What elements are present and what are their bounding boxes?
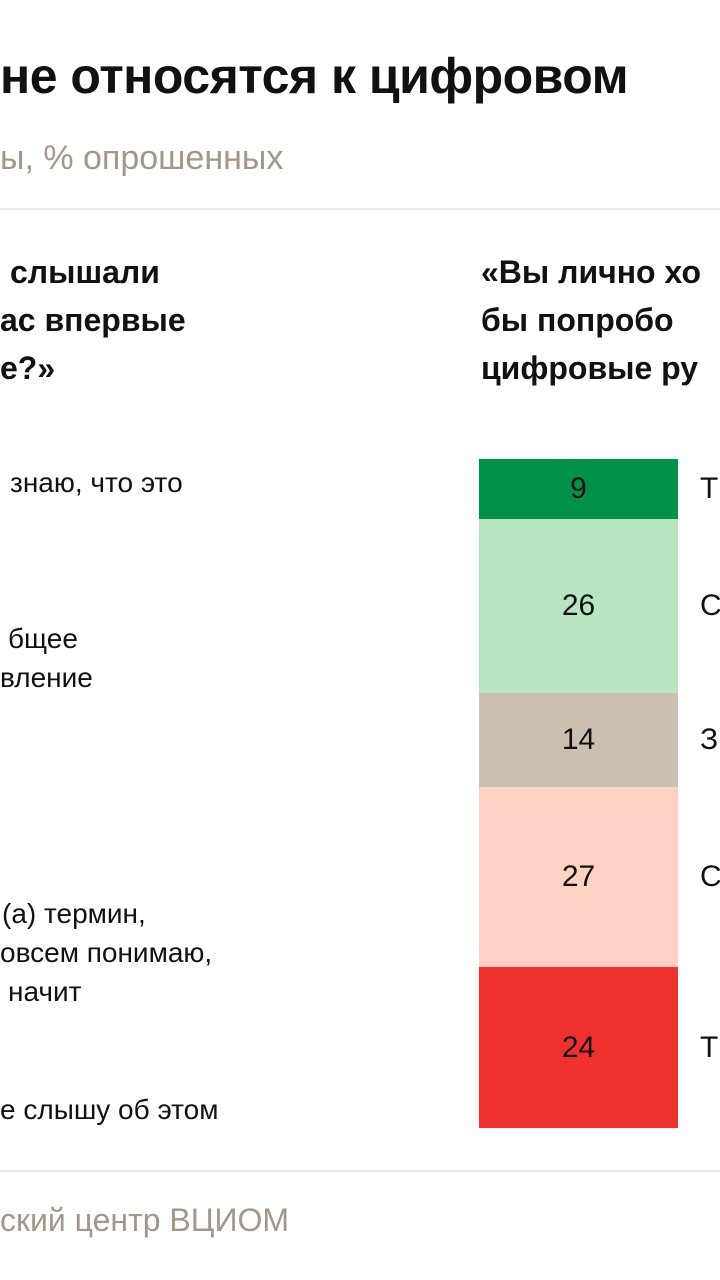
segment-value-label: 9	[570, 472, 587, 506]
right-question-line: бы попробо	[481, 302, 674, 338]
answer-line: (а) термин,	[2, 898, 146, 929]
top-divider	[0, 208, 720, 210]
left-question-line: слышали	[10, 254, 160, 290]
right-question-line: «Вы лично хо	[481, 254, 702, 290]
bar-segment: 14	[479, 693, 678, 787]
left-question: слышали ас впервые е?»	[0, 248, 186, 392]
bar-segment: 9	[479, 459, 678, 520]
bar-segment: 27	[479, 786, 678, 968]
chart-title: не относятся к цифровом	[0, 48, 629, 104]
answer-line: овсем понимаю,	[0, 937, 213, 968]
bar-segment: 24	[479, 967, 678, 1128]
right-question-line: цифровые ру	[481, 350, 699, 386]
bottom-divider	[0, 1170, 720, 1172]
answer-line: е слышу об этом	[0, 1094, 219, 1125]
answer-option: знаю, что это	[0, 463, 183, 502]
segment-category-label: Т	[700, 1030, 719, 1064]
segment-value-label: 26	[561, 589, 596, 623]
source-note: ский центр ВЦИОМ	[0, 1202, 289, 1238]
segment-category-label: З	[700, 722, 719, 756]
answer-line: бщее	[8, 623, 78, 654]
segment-category-label: Т	[700, 472, 719, 506]
left-question-line: е?»	[0, 350, 56, 386]
segment-value-label: 14	[561, 722, 596, 756]
answer-option: (а) термин, овсем понимаю, начит	[0, 894, 212, 1011]
left-question-line: ас впервые	[0, 302, 186, 338]
right-question: «Вы лично хо бы попробо цифровые ру	[481, 248, 701, 392]
segment-category-label: С	[700, 589, 720, 623]
segment-value-label: 24	[561, 1030, 596, 1064]
answer-line: знаю, что это	[10, 467, 183, 498]
answer-option: е слышу об этом	[0, 1090, 218, 1129]
answer-line: вление	[0, 662, 93, 693]
answer-line: начит	[8, 976, 82, 1007]
bar-segment: 26	[479, 519, 678, 694]
segment-category-label: С	[700, 860, 720, 894]
segment-value-label: 27	[561, 860, 596, 894]
stacked-bar: 9 26 14 27 24	[479, 459, 678, 1128]
chart-subtitle: ы, % опрошенных	[0, 139, 284, 177]
answer-option: бщее вление	[0, 619, 93, 697]
